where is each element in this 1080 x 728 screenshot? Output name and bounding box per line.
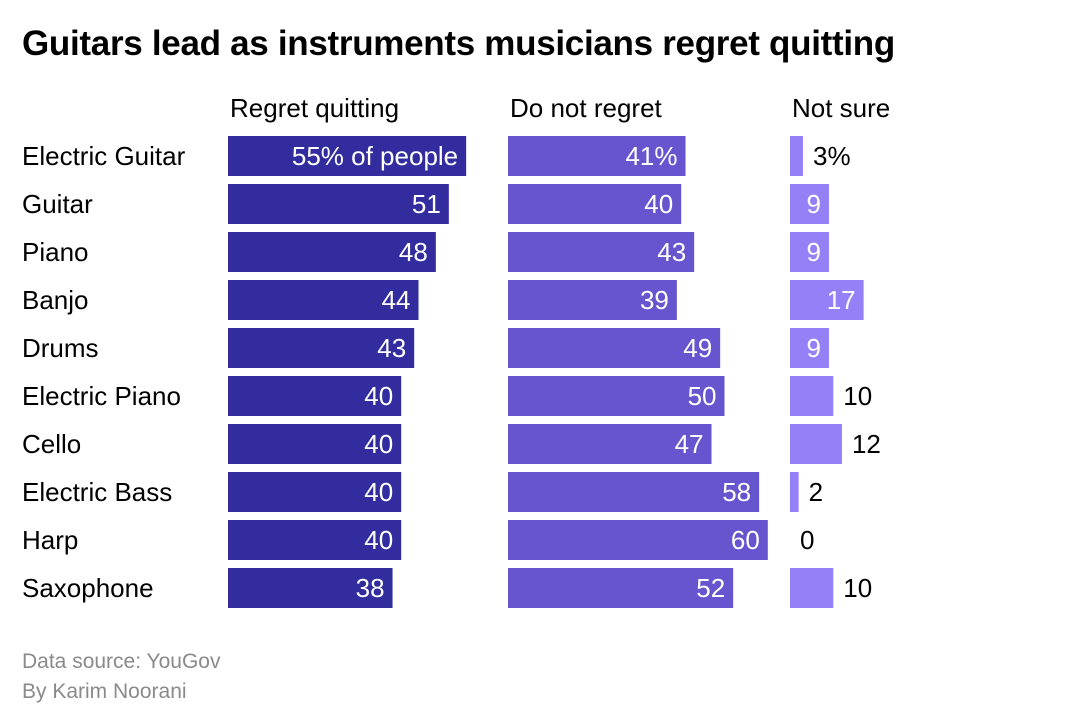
bar [508, 328, 721, 368]
bar [790, 232, 829, 272]
bar [228, 472, 402, 512]
bar [228, 280, 419, 320]
data-label: 55% of people [292, 141, 458, 171]
bar [790, 376, 834, 416]
bar [228, 136, 467, 176]
bar [228, 184, 449, 224]
data-label: 52 [696, 573, 725, 603]
bar [508, 184, 682, 224]
data-label: 40 [364, 525, 393, 555]
data-label: 9 [807, 189, 821, 219]
series-header: Do not regret [510, 93, 663, 123]
data-label: 51 [412, 189, 441, 219]
data-label: 38 [356, 573, 385, 603]
data-label: 3% [813, 141, 851, 171]
category-label: Electric Bass [22, 477, 172, 507]
bar [790, 184, 829, 224]
data-label: 48 [399, 237, 428, 267]
bar [228, 232, 436, 272]
category-label: Electric Guitar [22, 141, 186, 171]
bar [228, 376, 402, 416]
bar [508, 520, 768, 560]
bar [228, 520, 402, 560]
bar [508, 472, 760, 512]
byline: By Karim Noorani [22, 680, 187, 703]
bar [508, 568, 734, 608]
bar [790, 472, 799, 512]
data-label: 0 [800, 525, 814, 555]
data-source: Data source: YouGov [22, 650, 221, 673]
bar [790, 568, 834, 608]
data-label: 60 [731, 525, 760, 555]
category-label: Banjo [22, 285, 89, 315]
series-header: Not sure [792, 93, 890, 123]
category-label: Harp [22, 525, 78, 555]
category-label: Saxophone [22, 573, 154, 603]
data-label: 17 [827, 285, 856, 315]
bar [228, 568, 393, 608]
data-label: 40 [364, 429, 393, 459]
data-label: 40 [644, 189, 673, 219]
data-label: 49 [683, 333, 712, 363]
bar [508, 136, 686, 176]
data-label: 10 [843, 573, 872, 603]
data-label: 40 [364, 477, 393, 507]
category-label: Piano [22, 237, 89, 267]
series-header: Regret quitting [230, 93, 399, 123]
chart-title: Guitars lead as instruments musicians re… [22, 24, 895, 63]
bar [228, 424, 402, 464]
data-label: 50 [688, 381, 717, 411]
data-label: 41% [625, 141, 677, 171]
data-label: 2 [809, 477, 823, 507]
data-label: 12 [852, 429, 881, 459]
data-label: 39 [640, 285, 669, 315]
bar [508, 232, 695, 272]
bar [790, 136, 803, 176]
data-label: 9 [807, 237, 821, 267]
data-label: 9 [807, 333, 821, 363]
category-label: Electric Piano [22, 381, 181, 411]
category-label: Cello [22, 429, 81, 459]
data-label: 47 [675, 429, 704, 459]
data-label: 40 [364, 381, 393, 411]
category-label: Drums [22, 333, 99, 363]
data-label: 10 [843, 381, 872, 411]
bar [508, 280, 677, 320]
bar [508, 376, 725, 416]
category-label: Guitar [22, 189, 93, 219]
data-label: 58 [722, 477, 751, 507]
bar [790, 280, 864, 320]
bar [790, 328, 829, 368]
data-label: 43 [377, 333, 406, 363]
data-label: 43 [657, 237, 686, 267]
bar [790, 424, 842, 464]
bar [228, 328, 415, 368]
data-label: 44 [382, 285, 411, 315]
bar [508, 424, 712, 464]
